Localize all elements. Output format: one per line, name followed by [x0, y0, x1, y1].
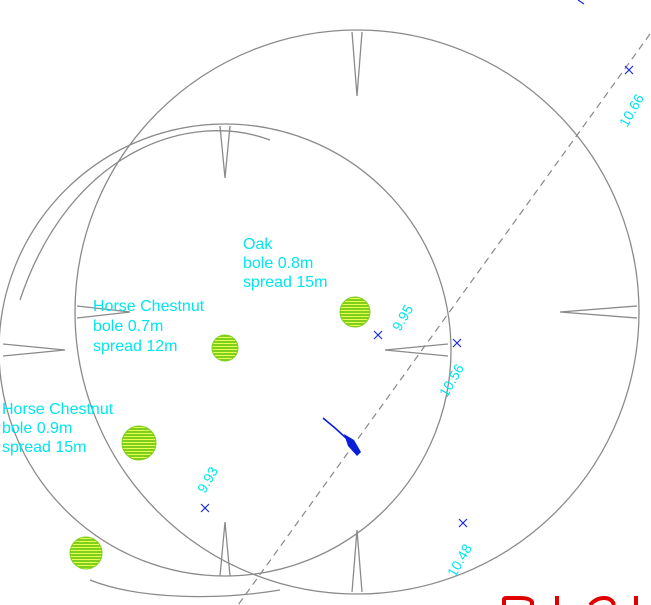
bole-horse-chestnut-1 [211, 334, 239, 362]
spot-level-9-93 [200, 503, 210, 513]
dashed-boundary-line [237, 33, 651, 605]
canopy-oak [74, 29, 640, 595]
hc2-species-label: Horse Chestnut [2, 401, 114, 418]
hc1-spread-label: spread 12m [93, 338, 178, 355]
hc1-species-label: Horse Chestnut [93, 298, 205, 315]
canopy-horse-chestnut-2 [19, 130, 281, 598]
hc1-bole-label: bole 0.7m [93, 318, 163, 335]
oak-bole-label: bole 0.8m [243, 255, 313, 272]
oak-spread-label: spread 15m [243, 274, 328, 291]
north-arrow-icon [322, 417, 361, 456]
title-fragment [502, 595, 638, 605]
canopy-horse-chestnut-1 [0, 123, 452, 577]
bole-oak [339, 296, 371, 328]
bole-horse-chestnut-2 [121, 425, 157, 461]
bole-unlabelled [69, 536, 103, 570]
hc2-bole-label: bole 0.9m [2, 420, 72, 437]
level-label-10-56: 10.56 [436, 361, 467, 400]
oak-species-label: Oak [243, 236, 273, 253]
spot-level-10-48 [458, 518, 468, 528]
level-label-9-95: 9.95 [389, 302, 417, 334]
level-label-10-48: 10.48 [444, 541, 475, 580]
hc2-spread-label: spread 15m [2, 439, 87, 456]
spot-level-10-66 [624, 65, 634, 75]
spot-level-9-95 [373, 330, 383, 340]
level-label-9-93: 9.93 [194, 464, 222, 496]
spot-level-10-56 [452, 338, 462, 348]
offsheet-mark [577, 0, 585, 5]
level-label-10-66: 10.66 [616, 91, 647, 130]
